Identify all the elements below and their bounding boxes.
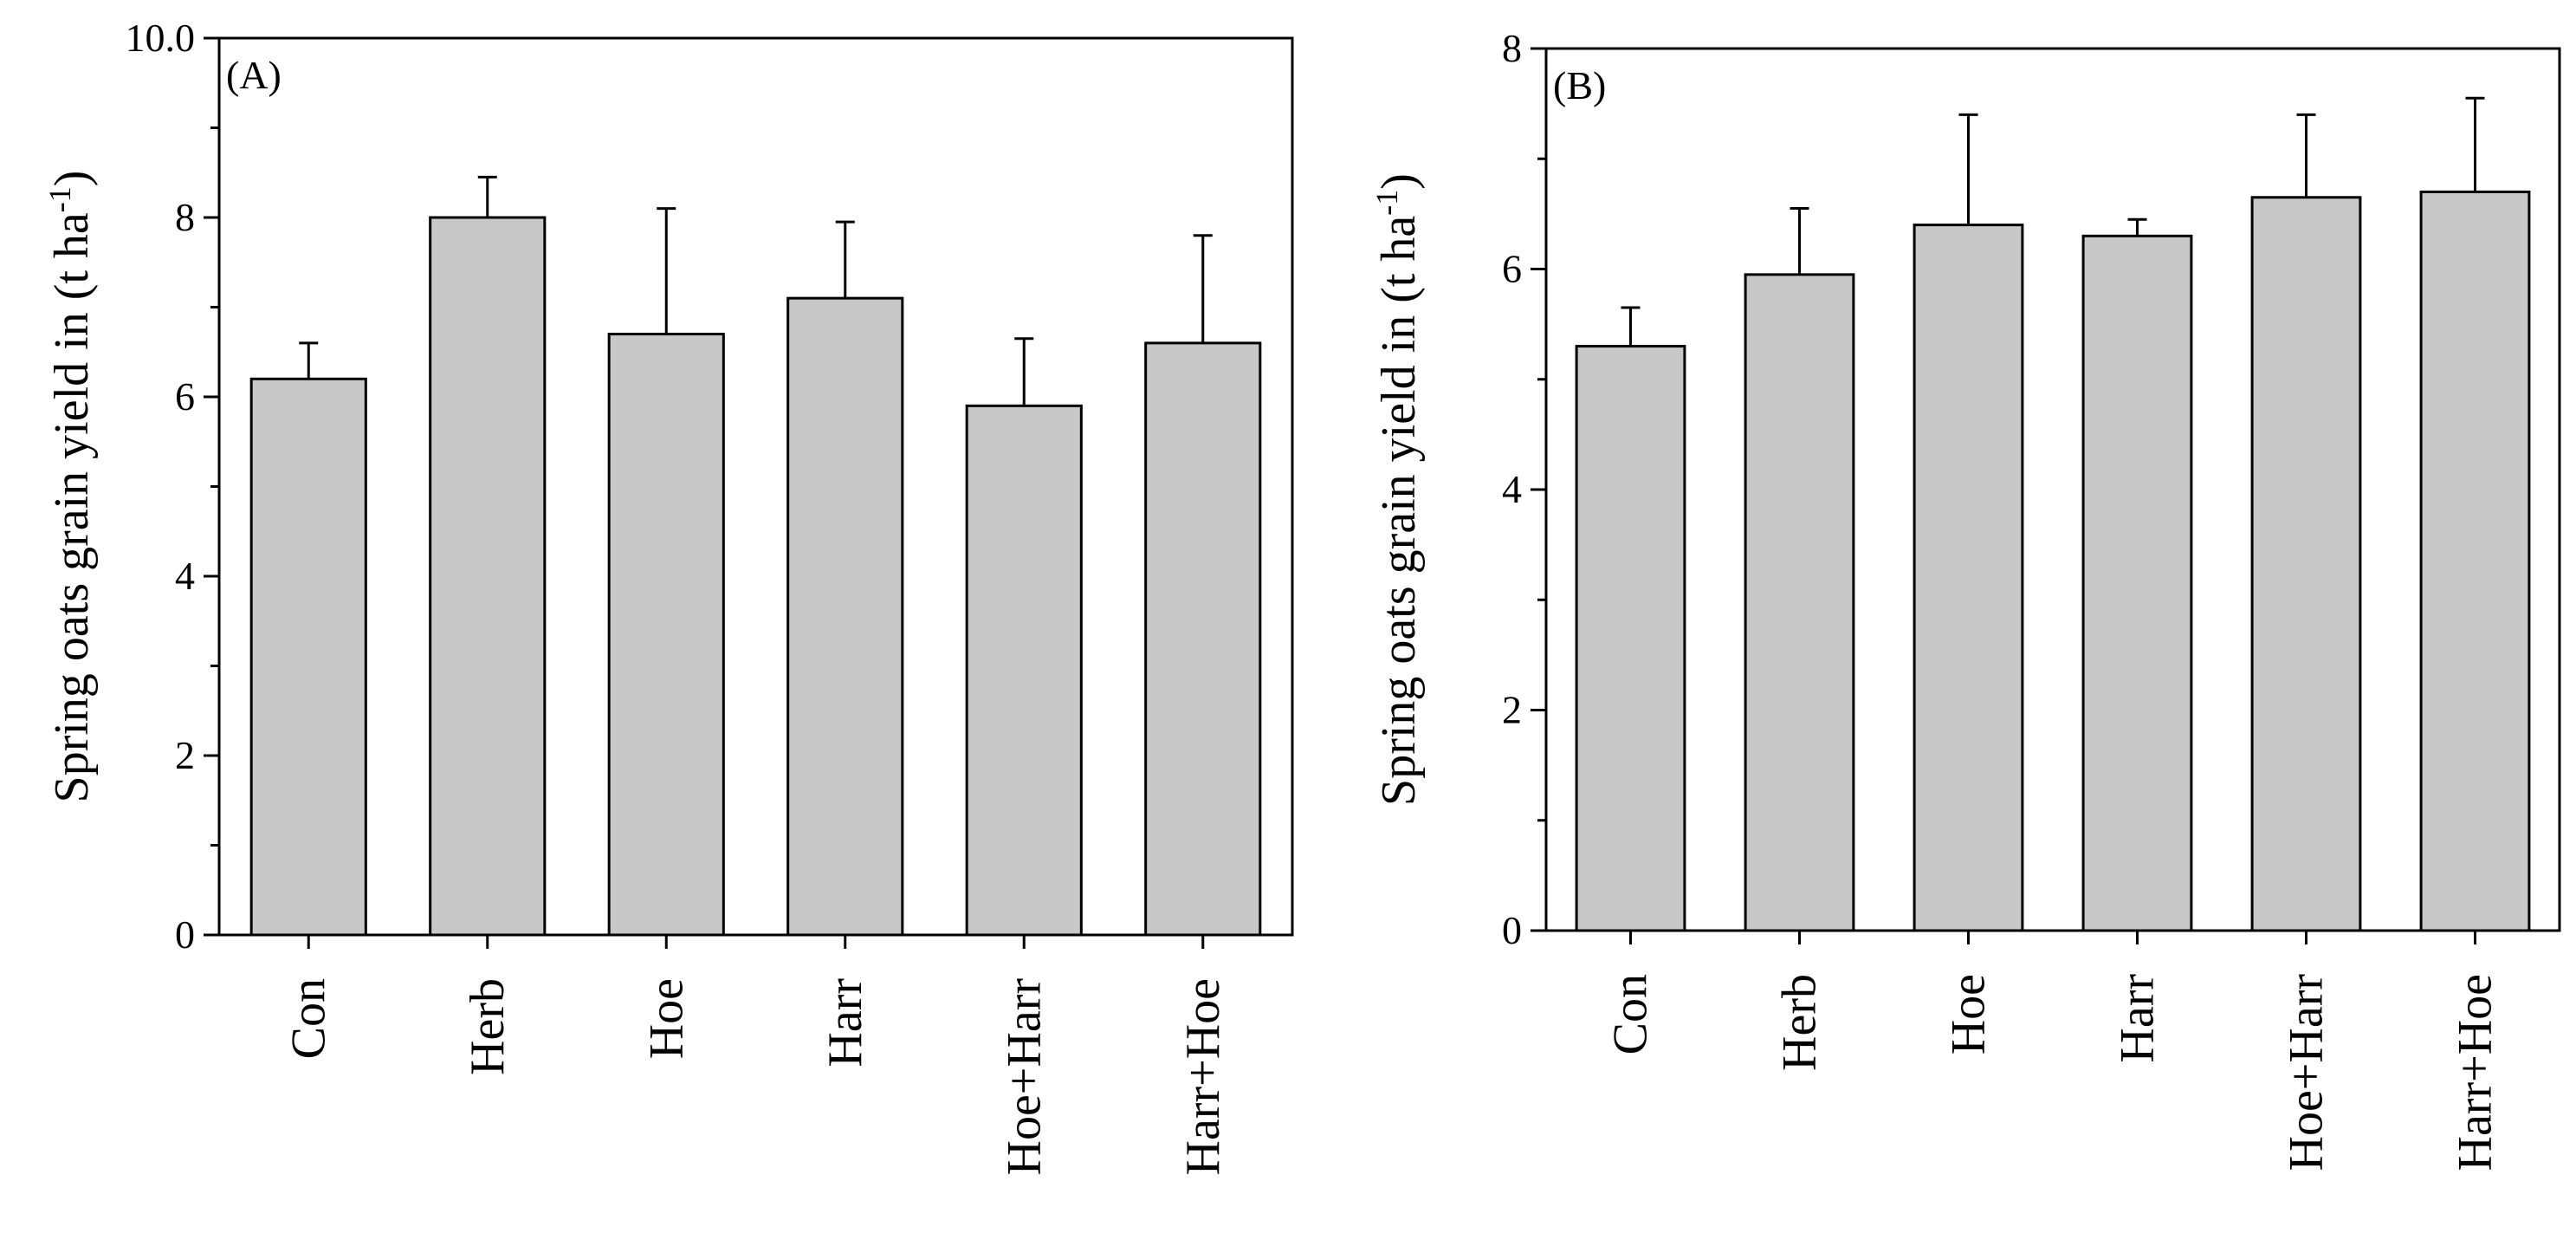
category-label: Harr+Hoe bbox=[2449, 974, 2502, 1171]
bar bbox=[965, 404, 1083, 937]
category-label: Hoe+Harr bbox=[2280, 974, 2333, 1171]
y-tick-label: 2 bbox=[175, 733, 195, 777]
category-label: Hoe bbox=[1942, 974, 1996, 1055]
category-label: Hoe+Harr bbox=[997, 978, 1051, 1176]
y-tick-label: 6 bbox=[175, 374, 195, 419]
y-axis-title-text: Spring oats grain yield in (t ha bbox=[45, 212, 99, 802]
bar bbox=[429, 216, 547, 937]
bar bbox=[1575, 345, 1686, 932]
y-tick-label: 2 bbox=[1502, 688, 1522, 732]
y-axis-title-exponent: -1 bbox=[42, 186, 77, 212]
y-tick-label: 8 bbox=[175, 195, 195, 239]
y-tick-label: 4 bbox=[175, 554, 195, 598]
panel-label: (B) bbox=[1553, 63, 1606, 107]
y-tick-label: 4 bbox=[1502, 467, 1522, 511]
y-tick-label: 6 bbox=[1502, 247, 1522, 291]
bar bbox=[2419, 190, 2531, 932]
y-axis-title-close: ) bbox=[1372, 173, 1426, 190]
category-label: Harr bbox=[819, 978, 872, 1068]
y-tick-label: 0 bbox=[1502, 908, 1522, 952]
chart-panel-b: Con Herb Hoe Harr Hoe+Harr Harr+Hoe 0 2 4 6 8 (B) Sp… bbox=[1369, 26, 2561, 1171]
bar bbox=[2081, 234, 2193, 932]
plot-frame bbox=[1544, 47, 2561, 932]
y-tick-label: 8 bbox=[1502, 26, 1522, 70]
category-label: Con bbox=[1604, 974, 1658, 1055]
y-axis-title-close: ) bbox=[45, 171, 99, 187]
category-label: Con bbox=[282, 978, 335, 1059]
bar bbox=[786, 296, 904, 937]
category-label: Herb bbox=[461, 978, 515, 1075]
bar bbox=[1744, 273, 1855, 932]
bar bbox=[2250, 196, 2362, 932]
y-axis-title: Spring oats grain yield in (t ha-1) bbox=[42, 171, 99, 803]
category-label: Herb bbox=[1773, 974, 1827, 1071]
category-label: Hoe bbox=[639, 978, 693, 1059]
plot-frame bbox=[217, 36, 1294, 937]
bar bbox=[1144, 341, 1262, 937]
y-tick-label: 10.0 bbox=[126, 16, 196, 60]
y-tick-label: 0 bbox=[175, 912, 195, 957]
category-label: Harr bbox=[2111, 974, 2165, 1063]
category-label: Harr+Hoe bbox=[1176, 978, 1230, 1175]
y-axis-title-exponent: -1 bbox=[1369, 190, 1404, 216]
y-axis-title-text: Spring oats grain yield in (t ha bbox=[1372, 216, 1426, 806]
chart-panel-a: Con Herb Hoe Harr Hoe+Harr Harr+Hoe 0 2 4 6 8 10.0 (… bbox=[42, 16, 1294, 1176]
y-axis-title: Spring oats grain yield in (t ha-1) bbox=[1369, 173, 1426, 806]
panel-label: (A) bbox=[226, 53, 282, 97]
bar bbox=[1913, 224, 2024, 932]
bar bbox=[249, 377, 367, 937]
bar bbox=[607, 333, 725, 937]
